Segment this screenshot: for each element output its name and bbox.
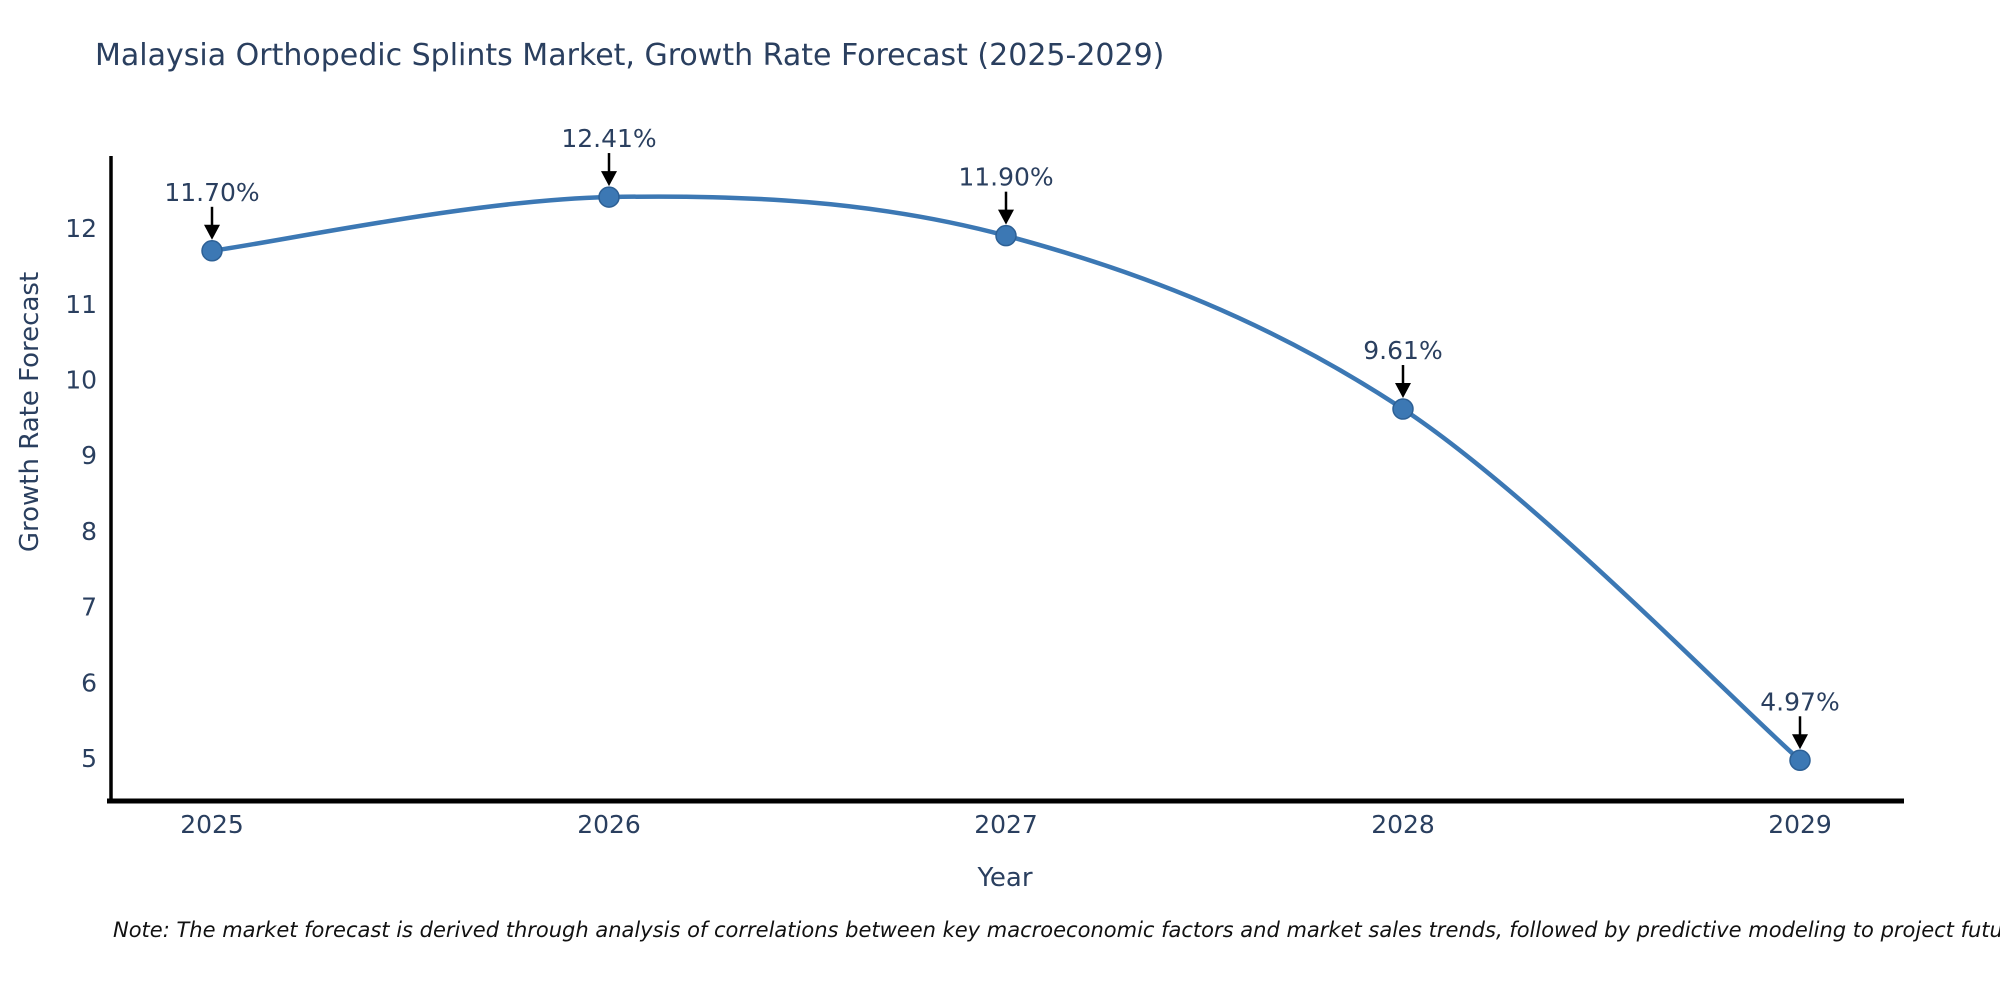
annotation-arrowhead: [998, 209, 1014, 225]
chart-title: Malaysia Orthopedic Splints Market, Grow…: [95, 38, 1165, 73]
y-tick-label: 8: [81, 517, 97, 546]
annotation-label: 4.97%: [1760, 687, 1839, 716]
annotation-arrowhead: [1792, 734, 1808, 750]
annotation-arrowhead: [601, 171, 617, 187]
data-point-marker: [1392, 398, 1414, 420]
y-tick-label: 10: [65, 366, 97, 395]
data-point-marker: [598, 186, 620, 208]
x-tick-label: 2028: [1371, 810, 1435, 839]
annotation-arrowhead: [204, 224, 220, 240]
annotation-label: 11.70%: [164, 178, 259, 207]
annotation-arrowhead: [1395, 383, 1411, 399]
x-tick-label: 2027: [974, 810, 1038, 839]
y-tick-label: 11: [65, 290, 97, 319]
annotation-label: 11.90%: [958, 163, 1053, 192]
y-tick-label: 9: [81, 441, 97, 470]
footnote: Note: The market forecast is derived thr…: [113, 918, 2000, 942]
x-tick-label: 2026: [577, 810, 641, 839]
y-axis-title: Growth Rate Forecast: [15, 271, 45, 553]
y-tick-label: 7: [81, 593, 97, 622]
forecast-line: [209, 194, 1803, 763]
annotation-label: 12.41%: [561, 124, 656, 153]
data-point-marker: [995, 224, 1017, 247]
y-tick-label: 12: [65, 214, 97, 243]
data-point-marker: [201, 240, 223, 262]
x-tick-label: 2025: [180, 810, 244, 839]
x-axis-title: Year: [977, 863, 1033, 893]
y-tick-label: 6: [81, 668, 97, 697]
x-tick-label: 2029: [1768, 810, 1832, 839]
annotation-label: 9.61%: [1363, 336, 1442, 365]
data-point-marker: [1789, 749, 1811, 772]
y-tick-label: 5: [81, 744, 97, 773]
